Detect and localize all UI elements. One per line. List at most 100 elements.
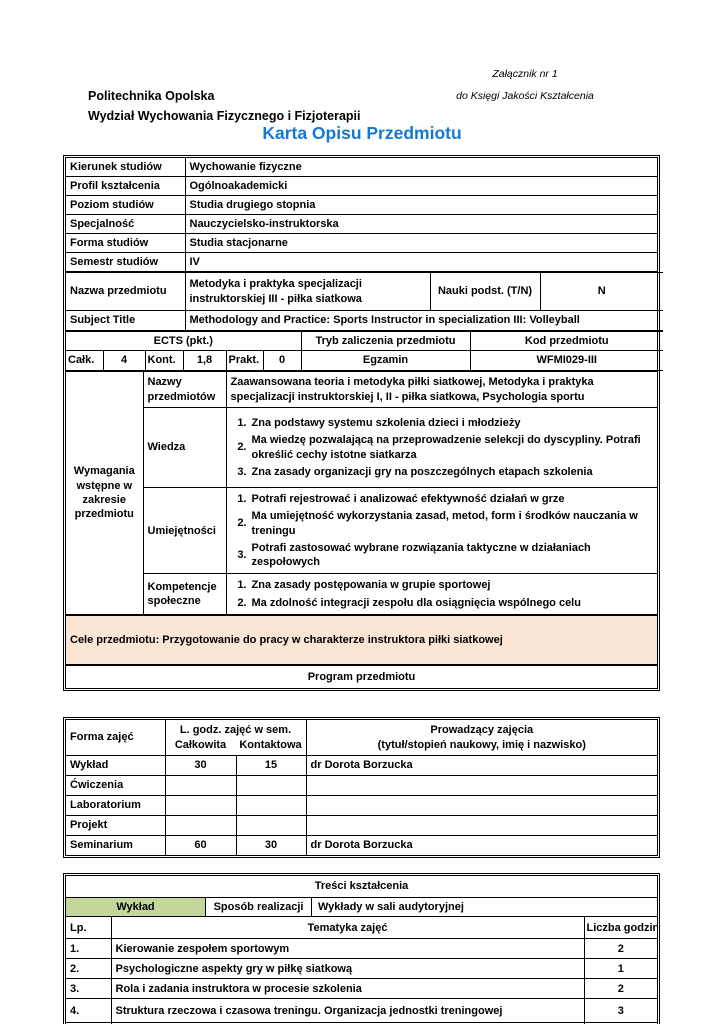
info-value: Ogólnoakademicki [184,176,657,196]
basic-science-label: Nauki podst. (T/N) [429,272,541,311]
lecturer-header: Prowadzący zajęcia [430,723,534,736]
col-hours-header: Liczba godzin [583,916,657,940]
hours-cell: 2 [583,978,657,1000]
realization-method-label: Sposób realizacji [205,898,312,916]
table-row: Ćwiczenia [66,775,657,797]
list-item: 2. Ma umiejętność wykorzystania zasad, me… [231,509,654,538]
table-row: Seminarium 60 30 dr Dorota Borzucka [66,835,657,856]
info-value: Studia drugiego stopnia [184,195,657,215]
lecturer-subheader: (tytuł/stopień naukowy, imię i nazwisko) [377,738,586,751]
table-row: Specjalność Nauczycielsko-instruktorska [66,214,657,234]
item-text: Zna zasady organizacji gry na poszczegól… [251,465,593,478]
ects-contact-value: 1,8 [182,350,227,371]
lecturer-cell [305,815,657,837]
info-label: Profil kształcenia [66,176,186,196]
content-table-block: Treści kształcenia Wykład Sposób realiza… [63,873,660,1024]
item-number: 3. [237,549,247,562]
form-header: Forma zajęć [66,720,166,757]
ects-contact-label: Kont. [144,350,184,371]
form-cell: Wykład [66,755,166,777]
skills-row: Umiejętności 1. Potrafi rejestrować i ana… [66,486,657,575]
form-cell: Projekt [66,815,166,837]
course-card-table: Kierunek studiów Wychowanie fizyczne Prof… [63,155,663,692]
hours-subheaders: Całkowita Kontaktowa [166,738,305,752]
contact-hours-cell [235,795,307,817]
course-info-table: Kierunek studiów Wychowanie fizyczne Prof… [66,158,657,272]
ects-total-label: Całk. [66,350,104,371]
list-item: 3. Zna zasady organizacji gry na poszczeg… [231,465,654,479]
faculty-name: Wydział Wychowania Fizycznego i Fizjoter… [88,109,361,123]
program-header-table: Program przedmiotu [66,665,657,689]
hours-header-cell: L. godz. zajęć w sem. Całkowita Kontakto… [164,720,307,757]
table-row: 4. Struktura rzeczowa i czasowa treningu… [66,998,657,1024]
table-row: Projekt [66,815,657,837]
course-code-header: Kod przedmiotu [469,331,663,351]
goals-row: Cele przedmiotu: Przygotowanie do pracy … [66,615,657,666]
total-hours-cell [164,775,237,797]
topic-cell: Psychologiczne aspekty gry w piłkę siatk… [110,958,585,980]
prerequisite-subjects-text: Zaawansowana teoria i metodyka piłki sia… [225,371,657,408]
info-label: Forma studiów [66,233,186,253]
content-header-row: Lp. Tematyka zajęć Liczba godzin [66,916,657,940]
item-number: 2. [237,596,247,609]
col-no-header: Lp. [66,916,112,940]
total-hours-cell [164,795,237,817]
content-table: Treści kształcenia Wykład Sposób realiza… [66,876,657,1024]
realization-cell: Wykład Sposób realizacji Wykłady w sali … [66,897,657,918]
info-label: Kierunek studiów [66,158,186,177]
contact-hours-cell: 30 [235,835,307,856]
basic-science-value: N [539,272,663,311]
row-number: 1. [66,938,112,960]
hours-cell: 1 [583,958,657,980]
info-value: IV [184,252,657,272]
knowledge-row: Wiedza 1. Zna podstawy systemu szkolenia … [66,407,657,488]
attachment-note-line2: do Księgi Jakości Kształcenia [456,90,594,102]
table-row: Poziom studiów Studia drugiego stopnia [66,195,657,215]
category-cell: Wiedza [143,407,227,488]
subject-title-value: Methodology and Practice: Sports Instruc… [184,310,663,331]
item-text: Potrafi rejestrować i analizować efektyw… [251,493,565,505]
hours-cell: 2 [583,1022,657,1024]
subject-title-row: Subject Title Methodology and Practice: … [66,310,663,331]
ects-practical-value: 0 [262,350,302,371]
category-cell: Nazwy przedmiotów [142,371,227,408]
info-label: Semestr studiów [66,252,186,272]
table-row: Semestr studiów IV [66,252,657,272]
table-row: Kierunek studiów Wychowanie fizyczne [66,158,657,177]
realization-method-value: Wykłady w sali audytoryjnej [318,901,464,914]
ects-header: ECTS (pkt.) [66,331,302,351]
list-item: 1. Potrafi rejestrować i analizować efekt… [231,492,654,506]
course-code-value: WFMI029-III [469,350,663,371]
list-item: 2. Ma wiedzę pozwalającą na przeprowadzen… [231,433,654,462]
ects-values-row: Całk. 4 Kont. 1,8 Prakt. 0 Egzamin WFMI0… [66,350,663,371]
item-number: 1. [237,579,247,592]
grading-mode-value: Egzamin [300,350,471,371]
ects-practical-label: Prakt. [225,350,264,371]
total-hours-cell: 60 [164,835,237,856]
hours-cell: 2 [583,938,657,960]
lecturer-cell: dr Dorota Borzucka [305,835,657,856]
contact-hours-cell [235,815,307,837]
university-header: Politechnika Opolska Wydział Wychowania … [88,86,361,126]
form-cell: Ćwiczenia [66,775,166,797]
item-text: Zna podstawy systemu szkolenia dzieci i … [251,416,521,429]
item-text: Ma umiejętność wykorzystania zasad, meto… [251,510,638,537]
info-label: Poziom studiów [66,195,186,215]
item-text: Potrafi zastosować wybrane rozwiązania t… [251,541,591,569]
subject-name-label: Nazwa przedmiotu [66,272,186,311]
tables-container: Kierunek studiów Wychowanie fizyczne Prof… [63,155,663,1024]
col-topic-header: Tematyka zajęć [110,916,585,940]
schedule-table-block: Forma zajęć L. godz. zajęć w sem. Całkow… [63,717,660,859]
row-number: 3. [66,978,112,1000]
table-row: Laboratorium [66,795,657,817]
item-number: 3. [237,465,247,478]
table-row: 2. Psychologiczne aspekty gry w piłkę si… [66,958,657,980]
category-cell: Kompetencje społeczne [143,573,227,616]
attachment-note: Załącznik nr 1 do Księgi Jakości Kształc… [430,68,620,102]
table-row: Profil kształcenia Ogólnoakademicki [66,176,657,196]
social-list: 1. Zna zasady postępowania w grupie sport… [225,573,657,616]
table-row: Forma studiów Studia stacjonarne [66,233,657,253]
subject-name-table: Nazwa przedmiotu Metodyka i praktyka spe… [66,272,663,331]
table-row: 5. Specyfika treningu dzieci z uwzględni… [66,1022,657,1024]
